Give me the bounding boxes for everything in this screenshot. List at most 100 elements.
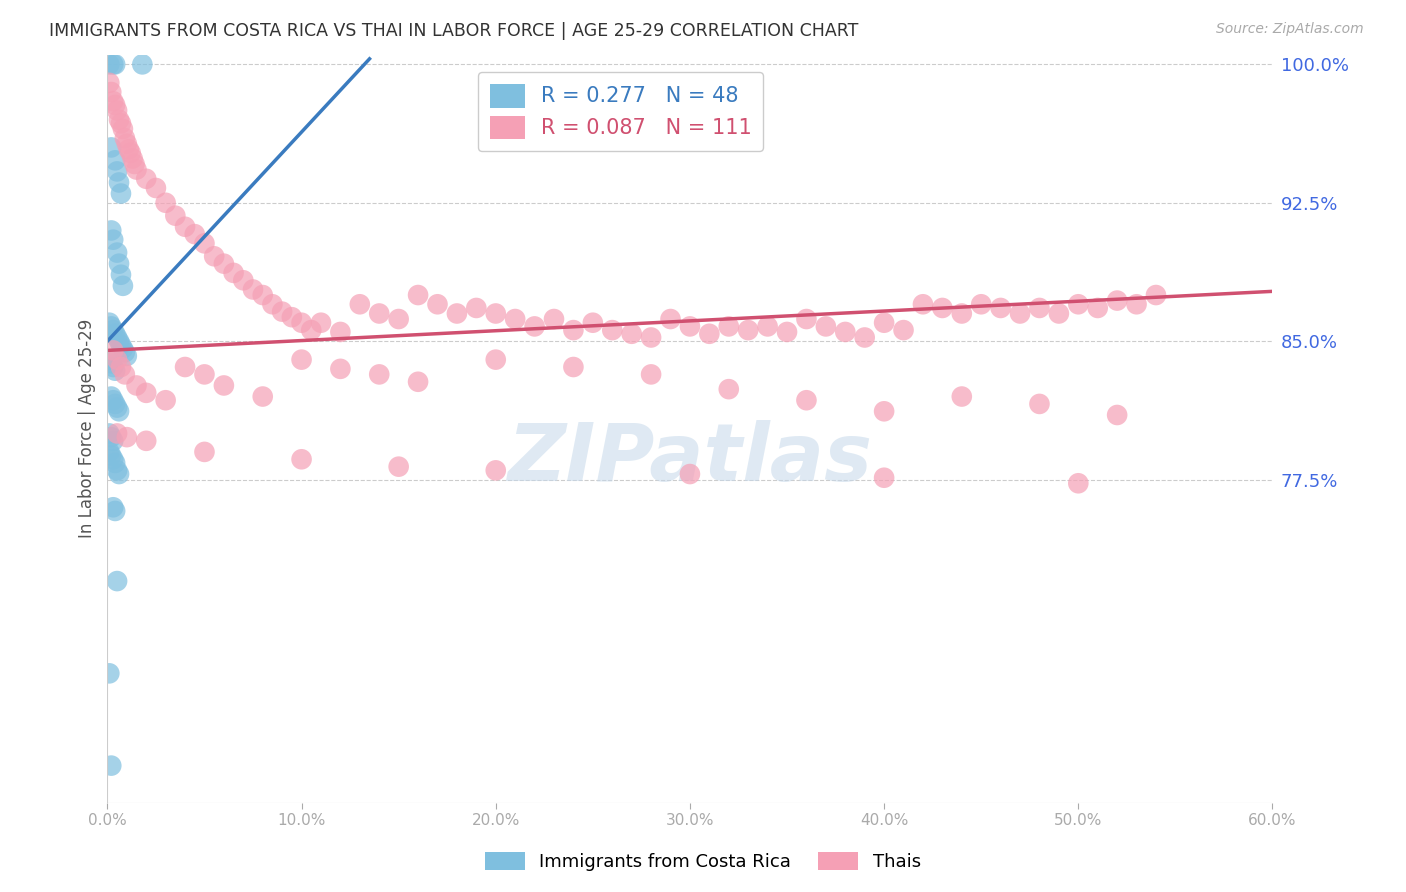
Point bbox=[108, 257, 131, 271]
Point bbox=[600, 323, 623, 337]
Point bbox=[108, 112, 131, 127]
Point bbox=[737, 323, 759, 337]
Point bbox=[104, 364, 127, 378]
Point bbox=[620, 326, 643, 341]
Point bbox=[1028, 301, 1050, 315]
Point bbox=[135, 385, 157, 400]
Point bbox=[174, 359, 197, 374]
Point bbox=[103, 95, 125, 109]
Point bbox=[485, 352, 508, 367]
Text: Source: ZipAtlas.com: Source: ZipAtlas.com bbox=[1216, 22, 1364, 37]
Point bbox=[108, 334, 131, 348]
Point bbox=[121, 152, 143, 166]
Point bbox=[834, 325, 856, 339]
Point bbox=[640, 330, 662, 344]
Point bbox=[1144, 288, 1167, 302]
Point bbox=[543, 312, 565, 326]
Point bbox=[104, 326, 127, 341]
Point bbox=[100, 758, 122, 772]
Point bbox=[108, 176, 131, 190]
Point bbox=[1107, 408, 1129, 422]
Point bbox=[111, 278, 134, 293]
Point bbox=[131, 57, 153, 71]
Point bbox=[309, 316, 332, 330]
Point bbox=[717, 319, 740, 334]
Point bbox=[1067, 476, 1090, 491]
Point bbox=[114, 345, 136, 359]
Point bbox=[659, 312, 682, 326]
Point bbox=[108, 404, 131, 418]
Point bbox=[329, 362, 352, 376]
Point bbox=[717, 382, 740, 396]
Legend: R = 0.277   N = 48, R = 0.087   N = 111: R = 0.277 N = 48, R = 0.087 N = 111 bbox=[478, 72, 763, 151]
Point bbox=[299, 323, 322, 337]
Legend: Immigrants from Costa Rica, Thais: Immigrants from Costa Rica, Thais bbox=[478, 845, 928, 879]
Point bbox=[242, 283, 264, 297]
Point bbox=[193, 368, 215, 382]
Point bbox=[406, 375, 429, 389]
Point bbox=[98, 445, 121, 459]
Point bbox=[100, 223, 122, 237]
Point bbox=[252, 390, 274, 404]
Point bbox=[105, 164, 128, 178]
Point bbox=[329, 325, 352, 339]
Point bbox=[120, 145, 142, 160]
Point bbox=[1125, 297, 1147, 311]
Point bbox=[105, 352, 128, 367]
Point bbox=[252, 288, 274, 302]
Point bbox=[349, 297, 371, 311]
Point bbox=[562, 359, 585, 374]
Point bbox=[104, 456, 127, 470]
Point bbox=[679, 467, 702, 481]
Point bbox=[368, 368, 391, 382]
Point bbox=[465, 301, 488, 315]
Point bbox=[582, 316, 605, 330]
Point bbox=[100, 356, 122, 370]
Point bbox=[271, 304, 294, 318]
Point bbox=[281, 310, 304, 325]
Point bbox=[232, 273, 254, 287]
Point bbox=[118, 142, 141, 156]
Point bbox=[110, 338, 132, 352]
Point bbox=[406, 288, 429, 302]
Point bbox=[1067, 297, 1090, 311]
Point bbox=[950, 306, 973, 320]
Point bbox=[756, 319, 779, 334]
Point bbox=[103, 393, 125, 408]
Point bbox=[110, 116, 132, 130]
Point bbox=[135, 171, 157, 186]
Point bbox=[262, 297, 284, 311]
Point bbox=[114, 368, 136, 382]
Point bbox=[105, 103, 128, 118]
Point bbox=[368, 306, 391, 320]
Y-axis label: In Labor Force | Age 25-29: In Labor Force | Age 25-29 bbox=[79, 319, 96, 539]
Point bbox=[523, 319, 546, 334]
Point bbox=[193, 236, 215, 251]
Point bbox=[893, 323, 915, 337]
Point bbox=[1028, 397, 1050, 411]
Point bbox=[105, 426, 128, 441]
Point bbox=[990, 301, 1012, 315]
Point bbox=[1008, 306, 1031, 320]
Point bbox=[184, 227, 207, 241]
Point bbox=[970, 297, 993, 311]
Point bbox=[1047, 306, 1070, 320]
Point bbox=[814, 319, 837, 334]
Point bbox=[100, 319, 122, 334]
Point bbox=[98, 666, 121, 681]
Point bbox=[103, 343, 125, 358]
Point bbox=[103, 434, 125, 448]
Point bbox=[103, 233, 125, 247]
Point bbox=[104, 153, 127, 168]
Point bbox=[115, 136, 138, 151]
Point bbox=[98, 57, 121, 71]
Point bbox=[873, 404, 896, 418]
Point bbox=[111, 122, 134, 136]
Point bbox=[290, 352, 312, 367]
Point bbox=[426, 297, 449, 311]
Point bbox=[562, 323, 585, 337]
Point bbox=[115, 430, 138, 444]
Point bbox=[100, 85, 122, 99]
Point bbox=[174, 219, 197, 234]
Point bbox=[103, 500, 125, 515]
